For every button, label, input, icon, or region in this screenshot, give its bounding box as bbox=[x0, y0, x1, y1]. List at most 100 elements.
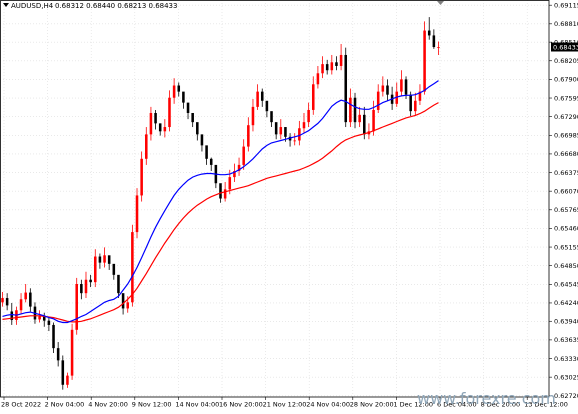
candle bbox=[52, 322, 55, 354]
candle-body bbox=[75, 284, 78, 330]
candle-body bbox=[284, 127, 287, 137]
candle bbox=[29, 288, 32, 312]
header: AUDUSD,H4 0.68312 0.68440 0.68213 0.6843… bbox=[3, 2, 177, 10]
candle bbox=[358, 106, 361, 128]
candle bbox=[302, 112, 306, 134]
candle-body bbox=[172, 85, 176, 98]
candle bbox=[325, 59, 329, 75]
x-tick-label: 1 Dec 12:00 bbox=[393, 401, 433, 409]
candle-body bbox=[265, 100, 269, 112]
candle-body bbox=[177, 85, 181, 92]
moving-averages bbox=[2, 80, 439, 324]
candle-body bbox=[311, 84, 315, 110]
candle-body bbox=[274, 122, 278, 135]
candle-body bbox=[112, 263, 116, 275]
price-tag-background bbox=[551, 42, 578, 52]
candle bbox=[311, 76, 315, 115]
candle-body bbox=[344, 54, 348, 123]
candle-body bbox=[298, 128, 301, 141]
candle-body bbox=[307, 109, 310, 123]
grid bbox=[0, 0, 549, 397]
candle-body bbox=[19, 299, 23, 311]
candle bbox=[381, 76, 385, 97]
y-tick-label: 0.62720 bbox=[554, 392, 578, 400]
candle bbox=[256, 84, 259, 110]
chart-frame bbox=[0, 0, 550, 398]
candle-body bbox=[316, 73, 320, 85]
current-price-tag: 0.68433 bbox=[551, 42, 578, 52]
candle-body bbox=[381, 85, 385, 92]
watermark: www.forexre.com bbox=[417, 389, 556, 408]
candle-body bbox=[61, 360, 65, 385]
y-tick-label: 0.64545 bbox=[554, 281, 578, 289]
candle bbox=[372, 100, 375, 136]
candle bbox=[163, 119, 167, 138]
chart-shift-marker-icon[interactable] bbox=[437, 1, 444, 5]
candle bbox=[112, 263, 116, 280]
candle bbox=[1, 291, 4, 307]
candle-body bbox=[414, 100, 417, 112]
candle-body bbox=[339, 54, 343, 66]
candle bbox=[177, 82, 181, 97]
candle bbox=[233, 163, 236, 183]
candle bbox=[145, 127, 148, 165]
candle-body bbox=[135, 195, 139, 233]
candle-body bbox=[103, 255, 106, 263]
candle-body bbox=[223, 189, 227, 199]
candle bbox=[237, 157, 241, 176]
candle-body bbox=[10, 311, 14, 321]
candle bbox=[279, 119, 283, 140]
candle bbox=[316, 65, 320, 89]
y-tick-label: 0.66375 bbox=[554, 169, 578, 177]
y-tick-label: 0.65765 bbox=[554, 206, 578, 214]
candle-body bbox=[66, 375, 69, 385]
candle-body bbox=[376, 91, 380, 110]
candle-body bbox=[363, 114, 366, 135]
x-tick-label: 28 Oct 2022 bbox=[1, 401, 41, 409]
y-tick-label: 0.63025 bbox=[554, 373, 578, 381]
candle bbox=[437, 41, 440, 55]
candle bbox=[24, 284, 27, 303]
candle-body bbox=[372, 109, 375, 132]
candle bbox=[168, 90, 171, 132]
x-tick-label: 24 Nov 04:00 bbox=[306, 401, 350, 409]
candle bbox=[395, 82, 399, 107]
candle bbox=[307, 102, 310, 128]
candle bbox=[89, 274, 92, 288]
candle-body bbox=[325, 64, 329, 71]
symbol-timeframe-label[interactable]: AUDUSD,H4 bbox=[11, 2, 54, 10]
candle bbox=[196, 122, 199, 141]
candle-body bbox=[386, 85, 389, 95]
candle bbox=[80, 279, 83, 300]
x-axis: 28 Oct 2022 2 Nov 04:00 4 Nov 20:00 9 Nov 1… bbox=[1, 397, 568, 409]
candle bbox=[293, 133, 296, 146]
candle bbox=[56, 342, 60, 367]
candle bbox=[205, 145, 208, 165]
candle bbox=[242, 139, 245, 170]
candle bbox=[135, 188, 139, 239]
candle-body bbox=[1, 298, 4, 303]
candle-body bbox=[251, 106, 255, 126]
candle-body bbox=[349, 97, 352, 123]
candle-body bbox=[200, 134, 204, 146]
ma-slow-line bbox=[2, 102, 439, 323]
candle-body bbox=[80, 284, 83, 294]
candle bbox=[335, 56, 338, 71]
candle-body bbox=[126, 302, 130, 309]
candle bbox=[265, 100, 269, 118]
candle-body bbox=[89, 279, 92, 283]
candle-body bbox=[117, 274, 120, 294]
candle-body bbox=[260, 91, 264, 101]
candle-body bbox=[432, 35, 436, 48]
symbol-dropdown-icon[interactable] bbox=[3, 3, 9, 7]
candle bbox=[103, 247, 106, 268]
candle-body bbox=[158, 123, 162, 132]
candle bbox=[200, 134, 204, 152]
candle-body bbox=[228, 177, 232, 190]
